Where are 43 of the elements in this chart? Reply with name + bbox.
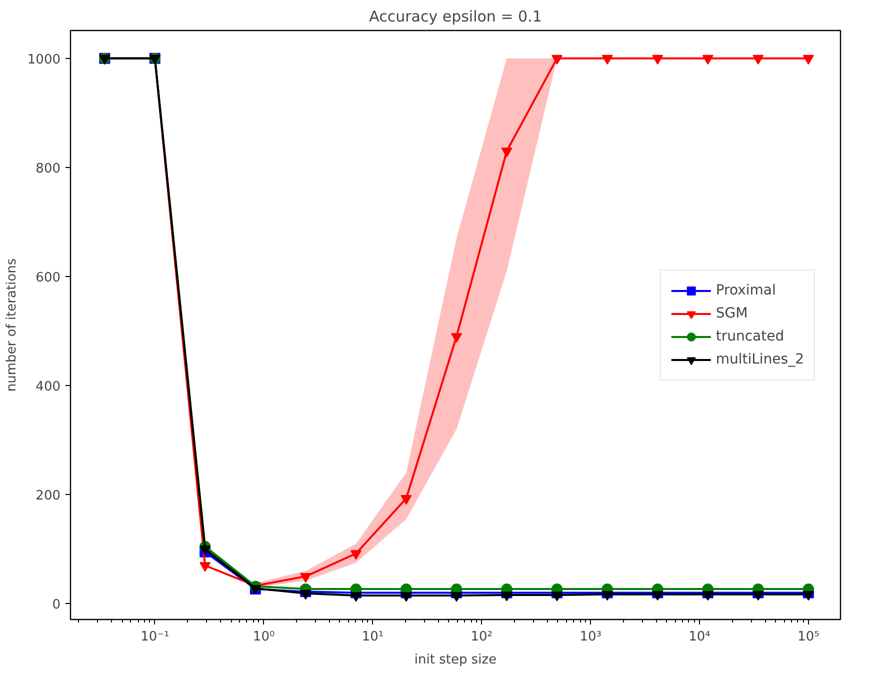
y-tick-label: 1000 bbox=[27, 52, 61, 68]
legend-label: multiLines_2 bbox=[716, 351, 804, 367]
point bbox=[652, 54, 664, 65]
x-tick-label: 10⁰ bbox=[252, 630, 275, 644]
point bbox=[702, 591, 714, 601]
point bbox=[400, 592, 412, 602]
y-tick-label: 800 bbox=[36, 161, 61, 176]
point bbox=[602, 54, 613, 65]
legend-label: SGM bbox=[716, 305, 748, 321]
x-tick-label: 10⁻¹ bbox=[140, 630, 170, 644]
point bbox=[451, 333, 462, 343]
point bbox=[300, 590, 312, 600]
y-tick-label: 200 bbox=[36, 488, 61, 504]
y-axis-title: number of iterations bbox=[4, 258, 20, 392]
point bbox=[350, 550, 362, 560]
x-tick-label: 10³ bbox=[580, 630, 602, 644]
point bbox=[702, 54, 714, 65]
x-tick-label: 10¹ bbox=[362, 630, 384, 644]
legend-label: truncated bbox=[716, 328, 784, 344]
x-tick-label: 10⁵ bbox=[798, 630, 820, 644]
point bbox=[752, 591, 764, 601]
point bbox=[400, 495, 412, 505]
x-axis-title: init step size bbox=[414, 652, 497, 668]
x-tick-label: 10² bbox=[470, 630, 493, 644]
point bbox=[501, 148, 512, 158]
point bbox=[752, 54, 764, 65]
point bbox=[602, 591, 613, 601]
y-tick-label: 600 bbox=[36, 270, 61, 286]
point bbox=[451, 592, 462, 602]
y-tick-label: 0 bbox=[52, 598, 61, 613]
x-tick-label: 10⁴ bbox=[688, 630, 710, 644]
point bbox=[552, 54, 563, 65]
point bbox=[200, 562, 211, 572]
legend-label: Proximal bbox=[716, 282, 776, 298]
point bbox=[300, 573, 312, 583]
point bbox=[501, 592, 512, 602]
point bbox=[802, 54, 814, 65]
y-tick-label: 400 bbox=[36, 380, 61, 395]
point bbox=[350, 592, 362, 602]
point bbox=[552, 592, 563, 602]
point bbox=[802, 591, 814, 601]
point bbox=[652, 591, 664, 601]
chart-title: Accuracy epsilon = 0.1 bbox=[369, 8, 542, 26]
